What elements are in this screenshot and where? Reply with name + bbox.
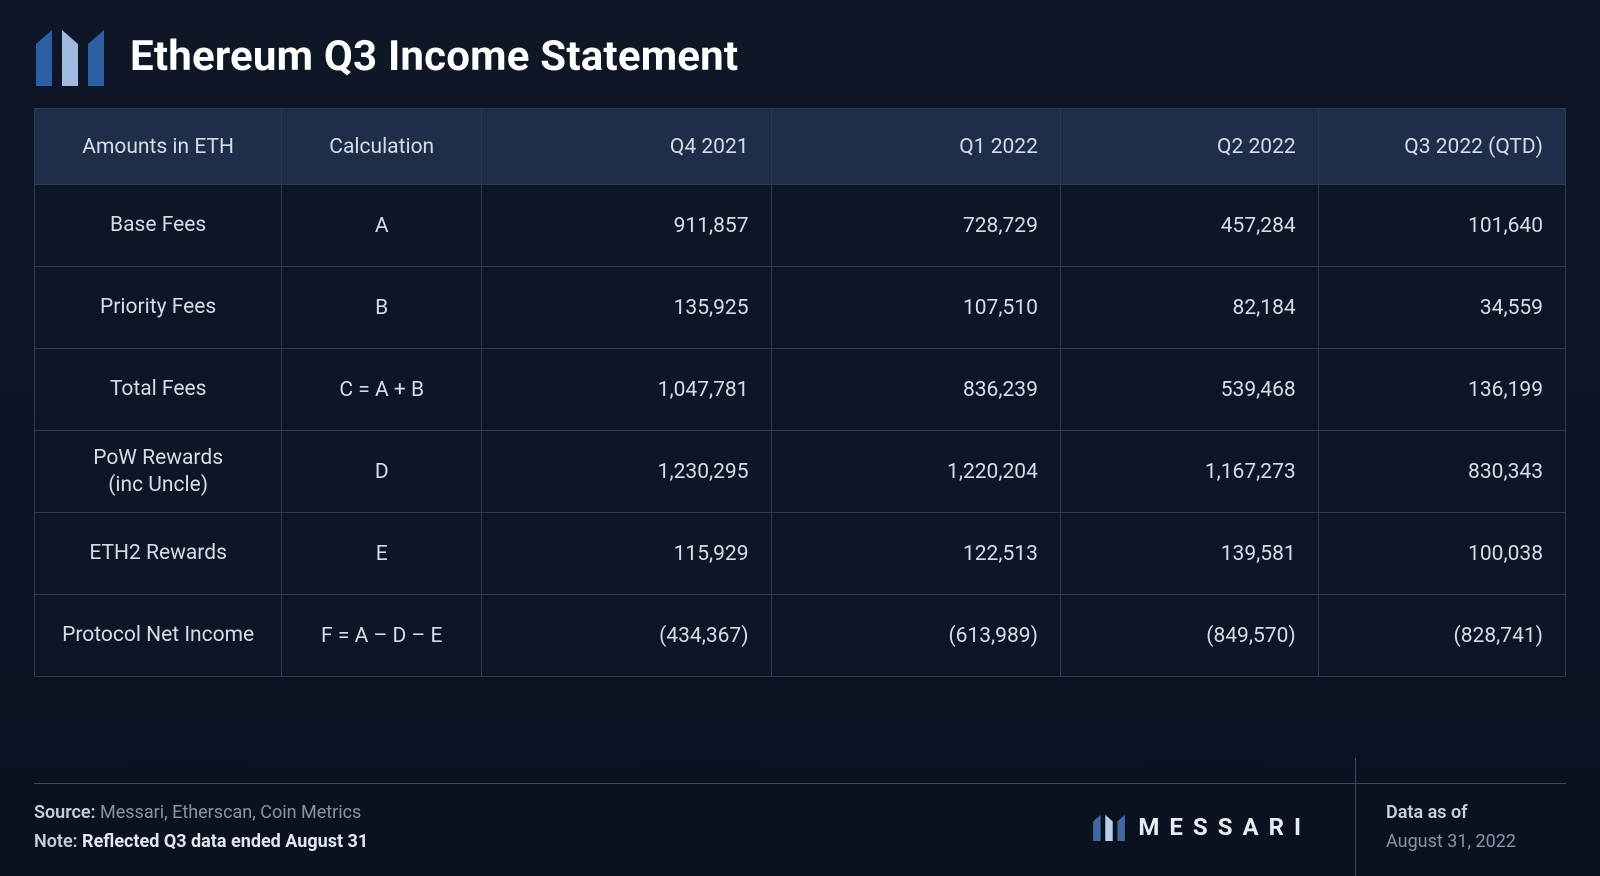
cell-value: 1,167,273 — [1060, 431, 1318, 513]
cell-value: 115,929 — [482, 513, 771, 595]
source-line: Source: Messari, Etherscan, Coin Metrics — [34, 802, 1092, 823]
row-label: ETH2 Rewards — [35, 513, 282, 595]
row-calc: E — [282, 513, 482, 595]
cell-value: 911,857 — [482, 185, 771, 267]
table-row: ETH2 Rewards E 115,929 122,513 139,581 1… — [35, 513, 1566, 595]
footer: Source: Messari, Etherscan, Coin Metrics… — [34, 783, 1566, 876]
income-table: Amounts in ETH Calculation Q4 2021 Q1 20… — [34, 108, 1566, 677]
row-label-main: PoW Rewards — [93, 446, 223, 470]
cell-value: 34,559 — [1318, 267, 1565, 349]
row-label: Priority Fees — [35, 267, 282, 349]
table-row: Priority Fees B 135,925 107,510 82,184 3… — [35, 267, 1566, 349]
cell-value: 100,038 — [1318, 513, 1565, 595]
table-row: Total Fees C = A + B 1,047,781 836,239 5… — [35, 349, 1566, 431]
brand-name: MESSARI — [1138, 813, 1311, 841]
cell-value: 830,343 — [1318, 431, 1565, 513]
cell-value: 1,220,204 — [771, 431, 1060, 513]
date-value: August 31, 2022 — [1386, 831, 1566, 852]
cell-value: 122,513 — [771, 513, 1060, 595]
table-row: Base Fees A 911,857 728,729 457,284 101,… — [35, 185, 1566, 267]
page-title: Ethereum Q3 Income Statement — [130, 32, 738, 81]
cell-value: 136,199 — [1318, 349, 1565, 431]
cell-value: 101,640 — [1318, 185, 1565, 267]
cell-value: (828,741) — [1318, 595, 1565, 677]
row-calc: B — [282, 267, 482, 349]
brand-block: MESSARI — [1092, 813, 1355, 841]
table-row: PoW Rewards (inc Uncle) D 1,230,295 1,22… — [35, 431, 1566, 513]
cell-value: (849,570) — [1060, 595, 1318, 677]
row-calc: A — [282, 185, 482, 267]
cell-value: (434,367) — [482, 595, 771, 677]
col-header-q2-2022: Q2 2022 — [1060, 109, 1318, 185]
row-label: Base Fees — [35, 185, 282, 267]
cell-value: 836,239 — [771, 349, 1060, 431]
cell-value: 728,729 — [771, 185, 1060, 267]
cell-value: (613,989) — [771, 595, 1060, 677]
footer-left: Source: Messari, Etherscan, Coin Metrics… — [34, 802, 1092, 852]
messari-logo-small-icon — [1092, 813, 1126, 841]
header: Ethereum Q3 Income Statement — [34, 26, 1566, 86]
row-label: Protocol Net Income — [35, 595, 282, 677]
note-line: Note: Reflected Q3 data ended August 31 — [34, 831, 1092, 852]
date-label: Data as of — [1386, 802, 1566, 823]
row-label-sub: (inc Uncle) — [49, 472, 267, 498]
note-label: Note: — [34, 831, 78, 852]
cell-value: 139,581 — [1060, 513, 1318, 595]
row-label: PoW Rewards (inc Uncle) — [35, 431, 282, 513]
cell-value: 1,230,295 — [482, 431, 771, 513]
row-calc: F = A – D – E — [282, 595, 482, 677]
source-label: Source: — [34, 802, 96, 823]
table-body: Base Fees A 911,857 728,729 457,284 101,… — [35, 185, 1566, 677]
income-table-wrap: Amounts in ETH Calculation Q4 2021 Q1 20… — [34, 108, 1566, 757]
source-value: Messari, Etherscan, Coin Metrics — [100, 802, 361, 823]
col-header-q1-2022: Q1 2022 — [771, 109, 1060, 185]
cell-value: 1,047,781 — [482, 349, 771, 431]
table-header-row: Amounts in ETH Calculation Q4 2021 Q1 20… — [35, 109, 1566, 185]
col-header-calc: Calculation — [282, 109, 482, 185]
table-row: Protocol Net Income F = A – D – E (434,3… — [35, 595, 1566, 677]
col-header-q3-2022: Q3 2022 (QTD) — [1318, 109, 1565, 185]
cell-value: 135,925 — [482, 267, 771, 349]
row-label: Total Fees — [35, 349, 282, 431]
col-header-label: Amounts in ETH — [35, 109, 282, 185]
col-header-q4-2021: Q4 2021 — [482, 109, 771, 185]
messari-logo-icon — [34, 26, 106, 86]
row-calc: D — [282, 431, 482, 513]
date-block: Data as of August 31, 2022 — [1356, 802, 1566, 852]
cell-value: 107,510 — [771, 267, 1060, 349]
page: Ethereum Q3 Income Statement Amounts in … — [0, 0, 1600, 876]
cell-value: 539,468 — [1060, 349, 1318, 431]
row-calc: C = A + B — [282, 349, 482, 431]
cell-value: 457,284 — [1060, 185, 1318, 267]
note-value: Reflected Q3 data ended August 31 — [82, 831, 368, 852]
cell-value: 82,184 — [1060, 267, 1318, 349]
